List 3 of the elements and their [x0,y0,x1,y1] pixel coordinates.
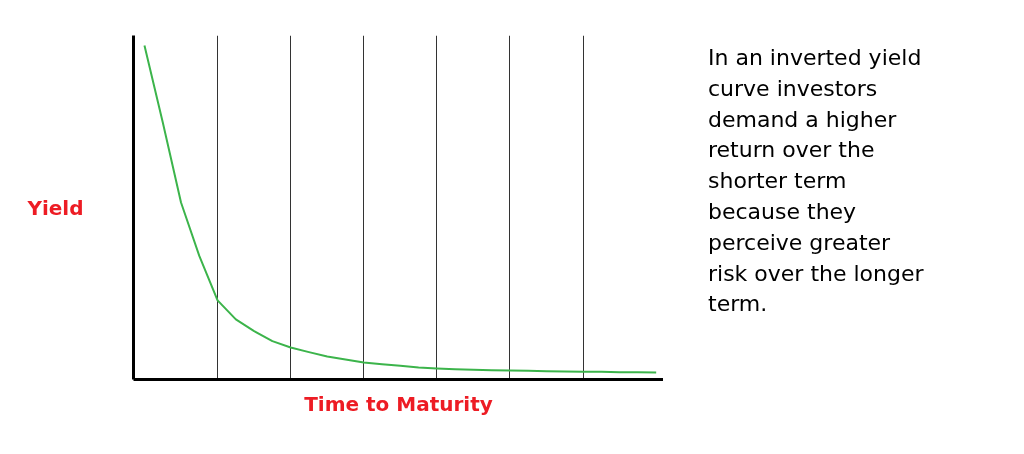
text: In an inverted yield curve investors demand a higher return over the shorter term because they perceive greater risk over the longer term. [708,45,924,317]
x-axis-title: Time to Maturity [304,391,493,416]
y-axis-title: Yield [26,195,84,220]
